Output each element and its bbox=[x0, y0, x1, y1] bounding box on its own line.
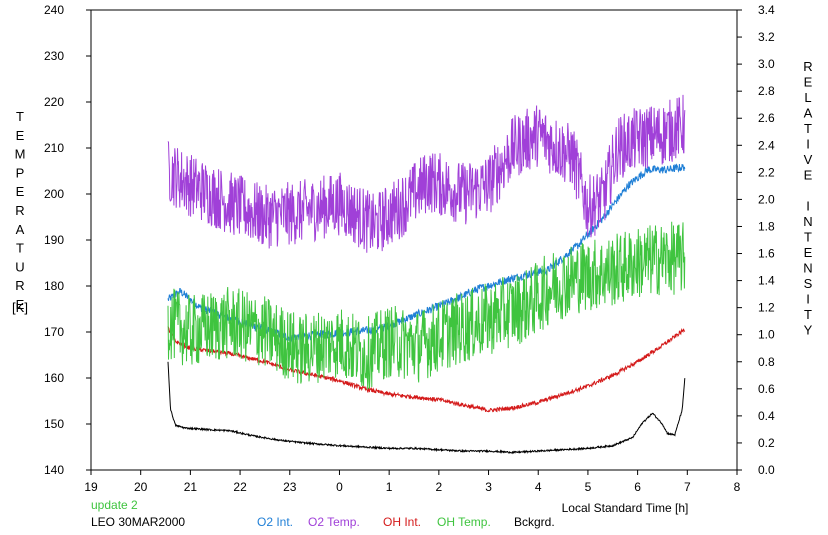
right-axis-label-char: T bbox=[804, 307, 812, 322]
legend: O2 Int. O2 Temp. OH Int. OH Temp. Bckgrd. bbox=[257, 515, 555, 529]
left-axis-label-char: T bbox=[16, 109, 24, 124]
right-y-tick-label: 2.2 bbox=[758, 165, 775, 179]
left-axis-label-char: T bbox=[16, 241, 24, 256]
x-axis-label: Local Standard Time [h] bbox=[562, 501, 689, 515]
x-tick-label: 6 bbox=[634, 480, 641, 494]
x-tick-label: 7 bbox=[684, 480, 691, 494]
right-y-tick-label: 2.8 bbox=[758, 84, 775, 98]
series-line-bckgrd bbox=[167, 361, 686, 455]
right-y-tick-label: 0.4 bbox=[758, 409, 775, 423]
right-y-tick-label: 1.6 bbox=[758, 247, 775, 261]
left-y-tick-label: 240 bbox=[44, 3, 64, 17]
right-axis-label-char: T bbox=[804, 230, 812, 245]
left-y-tick-label: 220 bbox=[44, 95, 64, 109]
right-axis-label-char: T bbox=[804, 121, 812, 136]
right-axis-label-char: E bbox=[804, 168, 813, 183]
right-y-tick-label: 2.0 bbox=[758, 192, 775, 206]
right-axis-label-char: S bbox=[804, 276, 813, 291]
legend-entry-o2-int: O2 Int. bbox=[257, 515, 293, 529]
update-note: update 2 bbox=[91, 498, 138, 512]
right-y-axis: 0.0 0.2 0.4 0.6 0.8 1.0 1.2 1.4 1.6 1.8 2.0 2.2 2.4 2… bbox=[737, 3, 775, 477]
right-axis-label-char: I bbox=[806, 292, 810, 307]
left-axis-label-char: M bbox=[15, 147, 26, 162]
x-axis: 19 20 21 22 23 0 1 2 3 4 5 6 7 8 bbox=[84, 470, 741, 494]
left-axis-label-char: E bbox=[16, 184, 25, 199]
right-axis-label-char: A bbox=[804, 106, 813, 121]
x-tick-label: 1 bbox=[386, 480, 393, 494]
right-y-tick-label: 3.2 bbox=[758, 30, 775, 44]
legend-entry-o2-temp: O2 Temp. bbox=[308, 515, 360, 529]
right-y-tick-label: 1.2 bbox=[758, 301, 775, 315]
right-axis-label-char: I bbox=[806, 137, 810, 152]
right-axis-label-char: V bbox=[804, 152, 813, 167]
left-axis-label-char: E bbox=[16, 297, 25, 312]
left-axis-label-char: E bbox=[16, 128, 25, 143]
x-tick-label: 21 bbox=[184, 480, 198, 494]
series-line-o2-temp bbox=[167, 94, 686, 253]
right-y-tick-label: 1.0 bbox=[758, 328, 775, 342]
left-y-tick-label: 230 bbox=[44, 49, 64, 63]
right-axis-label-char: L bbox=[804, 90, 811, 105]
left-y-axis: 140 150 160 170 180 190 200 210 220 230 240 bbox=[44, 3, 91, 477]
right-y-tick-label: 2.4 bbox=[758, 138, 775, 152]
right-y-tick-label: 0.8 bbox=[758, 355, 775, 369]
right-axis-label-char: I bbox=[806, 199, 810, 214]
left-y-tick-label: 210 bbox=[44, 141, 64, 155]
left-y-tick-label: 200 bbox=[44, 187, 64, 201]
x-tick-label: 3 bbox=[485, 480, 492, 494]
x-tick-label: 23 bbox=[283, 480, 297, 494]
right-y-tick-label: 3.0 bbox=[758, 57, 775, 71]
right-y-tick-label: 2.6 bbox=[758, 111, 775, 125]
left-y-tick-label: 160 bbox=[44, 371, 64, 385]
right-axis-label-char: Y bbox=[804, 323, 813, 338]
legend-entry-bckgrd: Bckgrd. bbox=[514, 515, 555, 529]
x-tick-label: 19 bbox=[84, 480, 98, 494]
x-tick-label: 4 bbox=[535, 480, 542, 494]
left-axis-label-char: R bbox=[15, 278, 24, 293]
right-y-tick-label: 0.6 bbox=[758, 382, 775, 396]
station-date-label: LEO 30MAR2000 bbox=[91, 515, 185, 529]
left-y-tick-label: 140 bbox=[44, 463, 64, 477]
series-line-oh-int bbox=[167, 326, 686, 413]
x-tick-label: 22 bbox=[233, 480, 247, 494]
left-y-tick-label: 170 bbox=[44, 325, 64, 339]
left-axis-label-char: U bbox=[15, 259, 24, 274]
left-y-tick-label: 190 bbox=[44, 233, 64, 247]
series-layer bbox=[167, 94, 686, 455]
right-y-tick-label: 0.0 bbox=[758, 463, 775, 477]
right-y-tick-label: 3.4 bbox=[758, 3, 775, 17]
right-axis-label-char: E bbox=[804, 75, 813, 90]
right-axis-label-char: N bbox=[803, 214, 812, 229]
left-axis-label-char: [K] bbox=[12, 300, 28, 315]
legend-entry-oh-temp: OH Temp. bbox=[437, 515, 491, 529]
x-tick-label: 20 bbox=[134, 480, 148, 494]
left-axis-label-char: P bbox=[16, 165, 25, 180]
right-axis-label-char: R bbox=[803, 59, 812, 74]
right-axis-label-char: E bbox=[804, 245, 813, 260]
left-y-tick-label: 180 bbox=[44, 279, 64, 293]
right-y-tick-label: 0.2 bbox=[758, 436, 775, 450]
right-y-tick-label: 1.4 bbox=[758, 274, 775, 288]
series-line-oh-temp bbox=[167, 221, 686, 390]
x-tick-label: 5 bbox=[585, 480, 592, 494]
right-y-tick-label: 1.8 bbox=[758, 219, 775, 233]
left-axis-label-char: A bbox=[16, 222, 25, 237]
left-axis-label-char: R bbox=[15, 203, 24, 218]
right-axis-label-char: N bbox=[803, 261, 812, 276]
left-y-tick-label: 150 bbox=[44, 417, 64, 431]
x-tick-label: 8 bbox=[734, 480, 741, 494]
legend-entry-oh-int: OH Int. bbox=[383, 515, 421, 529]
x-tick-label: 2 bbox=[436, 480, 443, 494]
x-tick-label: 0 bbox=[336, 480, 343, 494]
